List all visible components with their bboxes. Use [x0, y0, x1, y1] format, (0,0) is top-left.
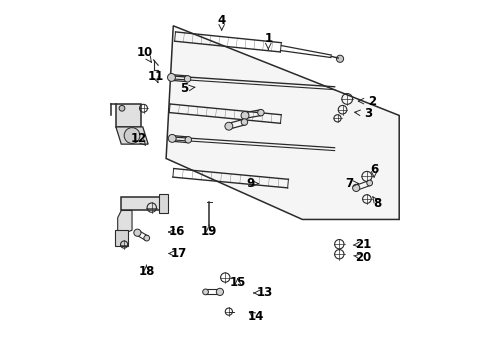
Circle shape — [225, 122, 233, 130]
Text: 1: 1 — [264, 32, 272, 45]
Circle shape — [168, 73, 175, 81]
Bar — [116, 104, 141, 127]
Text: 11: 11 — [147, 69, 164, 82]
Text: 19: 19 — [201, 225, 218, 238]
Text: 20: 20 — [355, 251, 371, 264]
Bar — [159, 194, 168, 213]
Circle shape — [367, 180, 372, 186]
Circle shape — [353, 184, 360, 192]
Text: 10: 10 — [136, 46, 153, 59]
Circle shape — [184, 76, 191, 82]
Text: 2: 2 — [368, 95, 376, 108]
Text: 4: 4 — [218, 14, 226, 27]
Circle shape — [168, 134, 176, 142]
Text: 17: 17 — [171, 247, 187, 260]
Text: 14: 14 — [247, 310, 264, 323]
Text: 8: 8 — [373, 197, 382, 210]
Circle shape — [119, 105, 125, 111]
Bar — [115, 230, 128, 246]
Circle shape — [258, 109, 264, 116]
Circle shape — [185, 136, 192, 143]
Text: 16: 16 — [169, 225, 185, 238]
Polygon shape — [116, 127, 148, 144]
Circle shape — [241, 119, 247, 125]
Circle shape — [144, 235, 149, 241]
Text: 7: 7 — [345, 177, 353, 190]
Text: 5: 5 — [180, 82, 188, 95]
Polygon shape — [118, 211, 132, 234]
Text: 15: 15 — [230, 276, 246, 289]
Text: 6: 6 — [370, 163, 378, 176]
Text: 13: 13 — [257, 287, 273, 300]
Circle shape — [124, 128, 140, 143]
Text: 12: 12 — [131, 132, 147, 145]
Circle shape — [216, 288, 223, 296]
Circle shape — [134, 229, 141, 236]
Circle shape — [203, 289, 208, 295]
Text: 3: 3 — [365, 107, 373, 120]
Text: 9: 9 — [246, 177, 254, 190]
Circle shape — [241, 112, 249, 120]
Bar — [122, 197, 163, 211]
Text: 21: 21 — [355, 238, 371, 251]
Text: 18: 18 — [138, 265, 154, 278]
Circle shape — [337, 55, 343, 62]
Polygon shape — [166, 26, 399, 220]
